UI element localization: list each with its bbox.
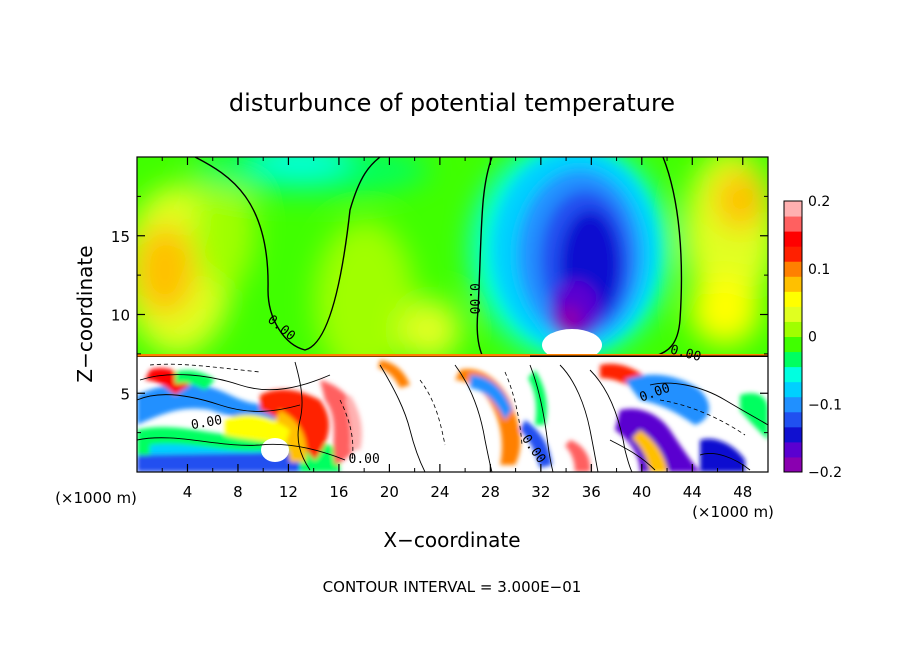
colorbar-swatch [784,351,802,368]
x-axis-label: X−coordinate [383,528,520,552]
colorbar-tick-label: 0 [808,330,817,346]
x-tick-label: 12 [279,483,298,501]
y-unit-label: (×1000 m) [55,489,137,507]
colorbar-swatch [784,321,802,337]
colorbar-swatch [784,411,802,428]
colorbar-frame [783,200,803,473]
contour-label: 0.00 [466,283,481,314]
x-tick-label: 48 [733,483,752,501]
y-tick-label: 5 [120,385,130,403]
x-tick-label: 28 [481,483,500,501]
contour-label: 0.00 [349,452,380,467]
x-unit-label: (×1000 m) [692,503,774,521]
colorbar-swatch [784,246,802,262]
colorbar-swatch [784,276,802,292]
y-axis: 5 10 15 [111,195,768,434]
x-tick-label: 36 [582,483,601,501]
colorbar-swatch [784,216,802,232]
contour-label: 0.00 [190,413,223,433]
colorbar-swatch [784,231,802,247]
y-axis-label: Z−coordinate [73,245,97,382]
colorbar-swatch [784,306,802,322]
x-tick-label: 40 [632,483,651,501]
colorbar-swatch [784,291,802,307]
colorbar-swatch [784,426,802,443]
colorbar-tick-label: −0.2 [808,465,842,481]
colorbar: 0.2 0.1 0 −0.1 −0.2 [783,194,842,481]
chart-title: disturbunce of potential temperature [229,89,675,117]
colorbar-tick-label: −0.1 [808,397,842,413]
x-tick-label: 32 [531,483,550,501]
contour-interval-note: CONTOUR INTERVAL = 3.000E−01 [323,578,582,596]
colorbar-swatch [784,441,802,458]
colorbar-tick-label: 0.2 [808,194,830,210]
x-tick-label: 8 [233,483,243,501]
upper-layer [137,157,768,359]
x-tick-label: 4 [183,483,193,501]
colorbar-swatch [784,396,802,413]
x-tick-label: 44 [683,483,702,501]
y-tick-label: 10 [111,307,130,325]
x-tick-label: 20 [380,483,399,501]
x-axis: 4 8 12 16 20 24 28 32 36 40 44 48 [161,157,752,501]
heatmap-field: 0.000.000.000.000.000.00 0.00 [137,157,768,472]
colorbar-swatch [784,261,802,277]
y-tick-label: 15 [111,228,130,246]
colorbar-swatch [784,336,802,353]
colorbar-swatch [784,366,802,383]
lower-layer [137,357,768,472]
x-tick-label: 16 [329,483,348,501]
colorbar-tick-label: 0.1 [808,262,830,278]
colorbar-swatch [784,381,802,398]
colorbar-swatch [784,456,802,473]
x-tick-label: 24 [430,483,449,501]
colorbar-swatch [784,201,802,217]
